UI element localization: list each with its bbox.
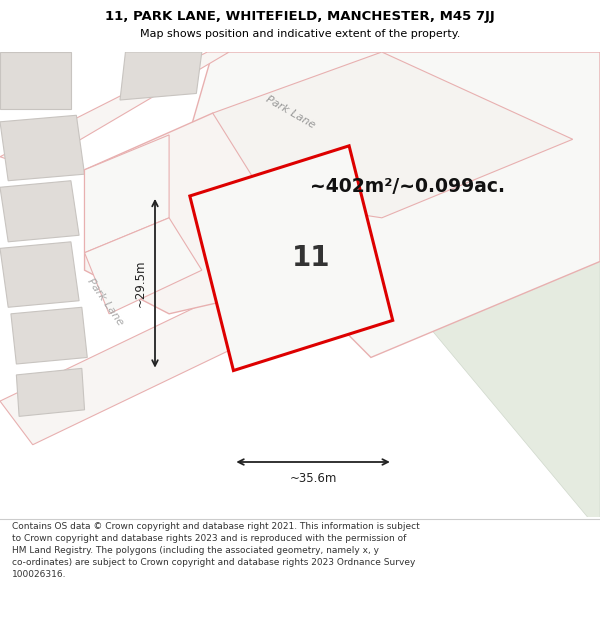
Polygon shape (0, 115, 85, 181)
Text: ~35.6m: ~35.6m (289, 472, 337, 485)
Polygon shape (85, 218, 202, 314)
Polygon shape (11, 308, 87, 364)
Polygon shape (0, 270, 305, 445)
Text: 11: 11 (292, 244, 331, 272)
Polygon shape (190, 146, 393, 371)
Polygon shape (120, 52, 202, 100)
Polygon shape (382, 52, 600, 532)
Polygon shape (85, 135, 169, 252)
Polygon shape (85, 113, 371, 314)
Polygon shape (0, 52, 229, 168)
Polygon shape (213, 52, 573, 218)
Text: ~402m²/~0.099ac.: ~402m²/~0.099ac. (310, 177, 505, 196)
Polygon shape (180, 52, 600, 357)
Text: 11, PARK LANE, WHITEFIELD, MANCHESTER, M45 7JJ: 11, PARK LANE, WHITEFIELD, MANCHESTER, M… (105, 11, 495, 23)
Polygon shape (0, 242, 79, 308)
Text: Contains OS data © Crown copyright and database right 2021. This information is : Contains OS data © Crown copyright and d… (12, 522, 420, 579)
Polygon shape (16, 368, 85, 416)
Polygon shape (0, 52, 71, 109)
Text: Park Lane: Park Lane (263, 94, 316, 130)
Text: Park Lane: Park Lane (85, 276, 125, 328)
Text: ~29.5m: ~29.5m (134, 259, 147, 307)
Polygon shape (0, 181, 79, 242)
Text: Map shows position and indicative extent of the property.: Map shows position and indicative extent… (140, 29, 460, 39)
